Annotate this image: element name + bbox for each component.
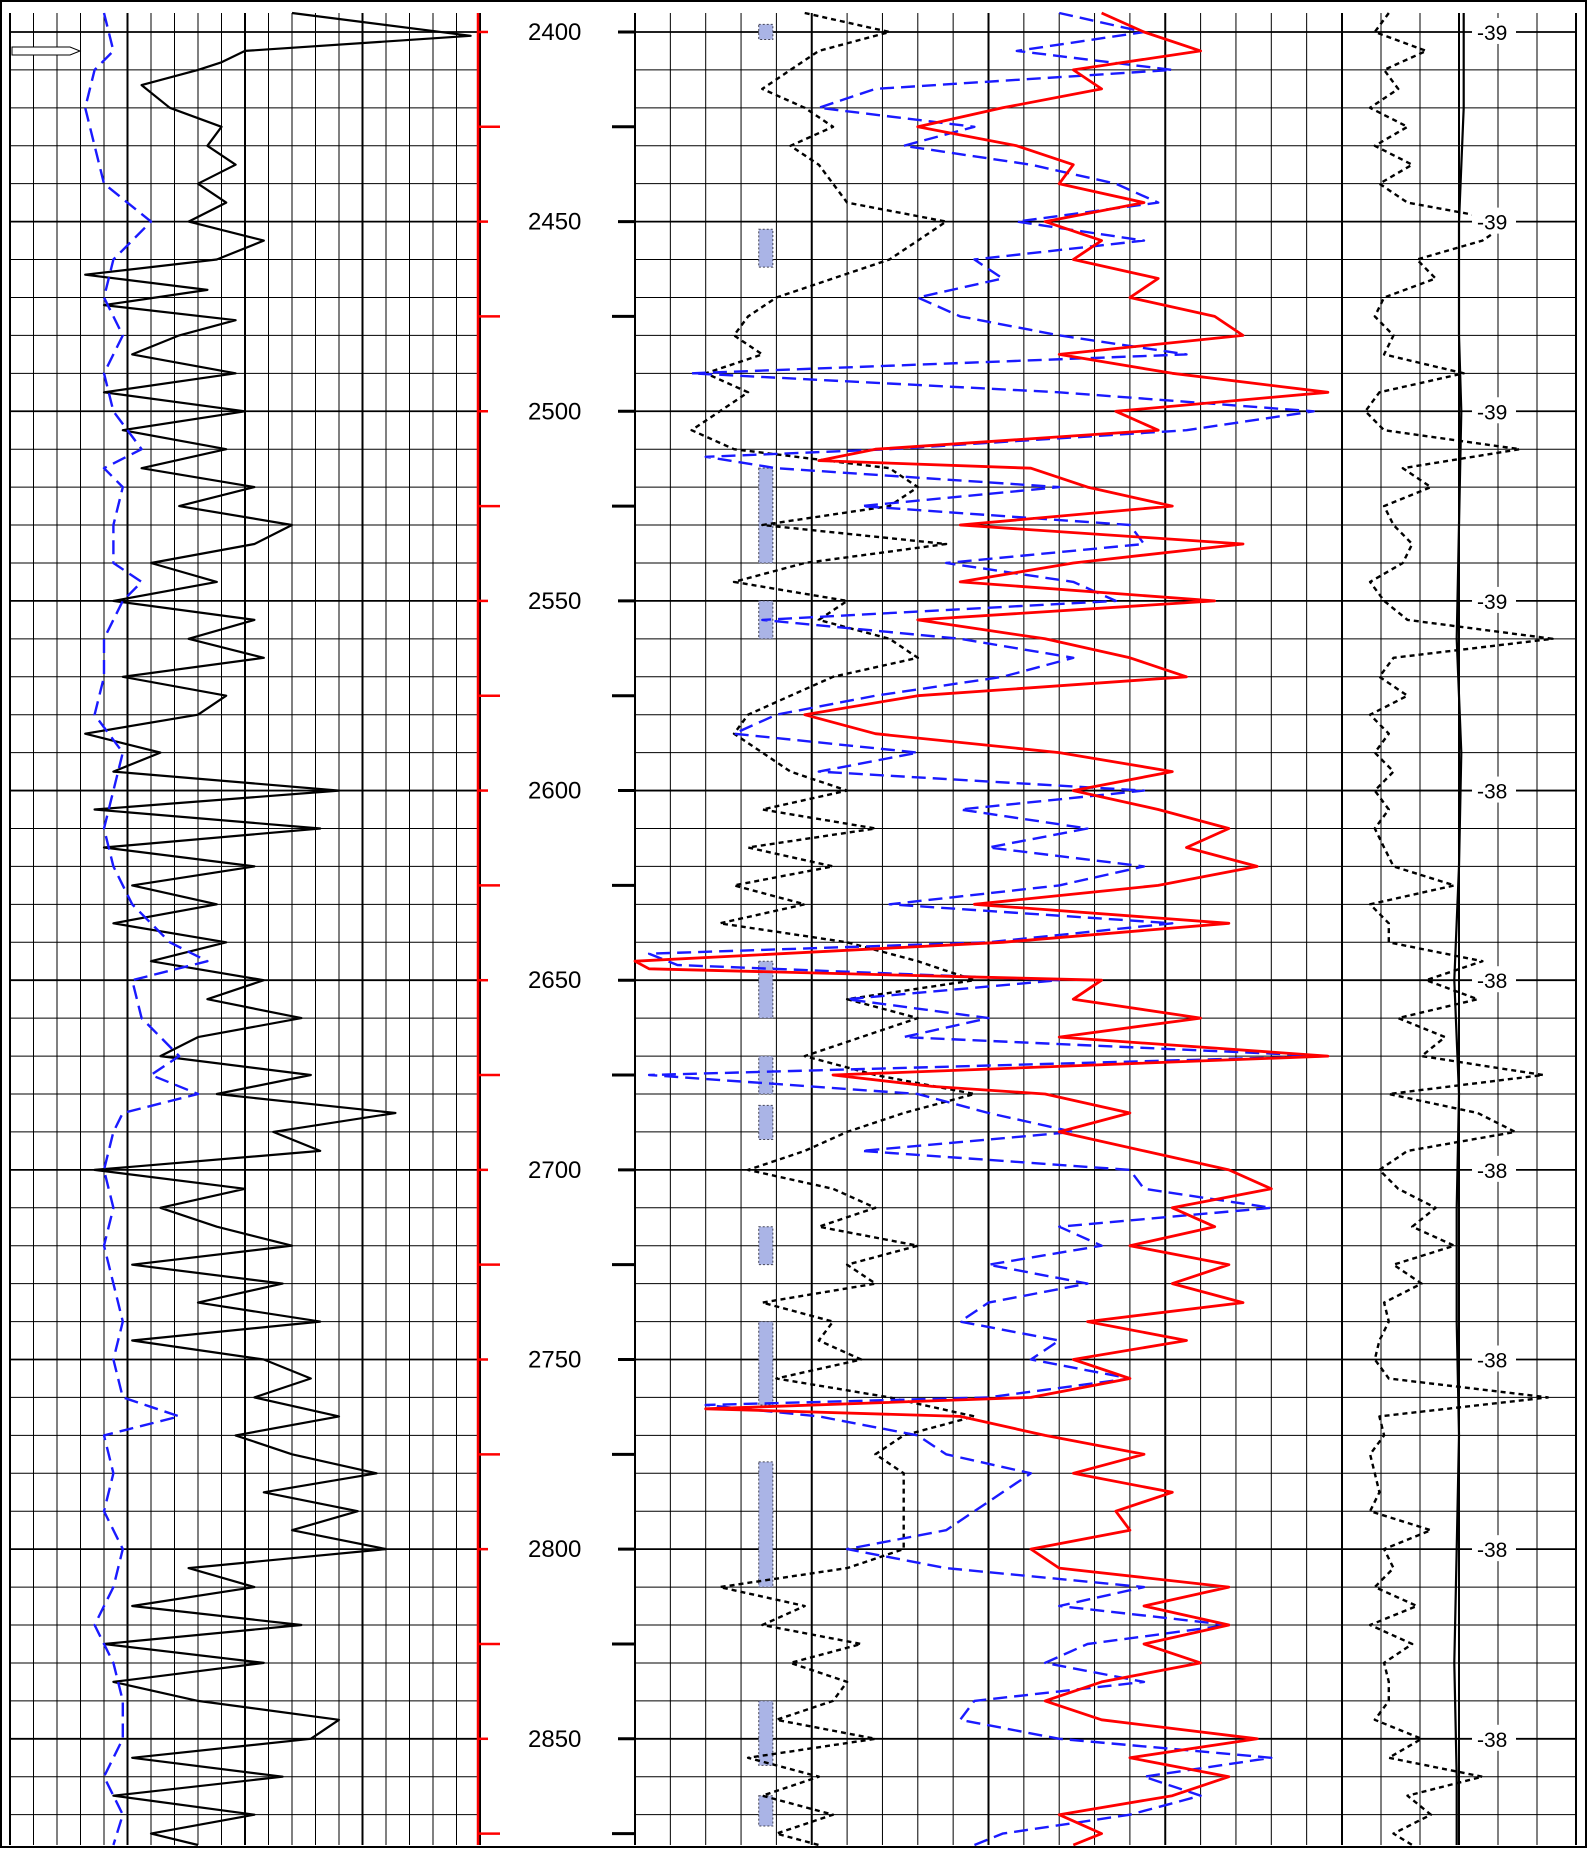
scale-label-bg [1472,207,1516,234]
sand-interval [758,1226,774,1266]
sand-interval [758,228,774,268]
depth-label: 2550 [528,588,581,615]
track2-curve-blue-dashed [647,11,1330,1847]
scale-label-bg [1472,1724,1516,1751]
track1-curve-black-solid [84,11,472,1847]
depth-label: 2850 [528,1726,581,1753]
sand-interval [758,1795,774,1827]
track3-curve-black-dashed [1364,12,1554,1847]
sand-interval [758,1461,774,1588]
sand-interval [758,1104,774,1141]
depth-label: 2500 [528,398,581,425]
sand-interval [758,960,774,1019]
header-marker-shape [11,46,82,56]
track3-scale-label: -38 [1477,1729,1507,1752]
scale-label-bg [1472,1155,1516,1182]
depth-label: 2600 [528,778,581,805]
scale-label-bg [1472,966,1516,993]
track3-curve-black-solid [1453,13,1465,1845]
track1-curve-blue-dashed [83,12,209,1846]
depth-label: 2400 [528,19,581,46]
track3-scale-label: -39 [1477,22,1507,45]
track1-grid [9,13,481,1845]
scale-label-bg [1472,776,1516,803]
scale-label-bg [1472,1535,1516,1562]
curves [83,11,1554,1847]
track3-scale-label: -38 [1477,1160,1507,1183]
sand-interval [758,1055,774,1095]
sand-interval [758,1321,774,1406]
depth-label: 2750 [528,1347,581,1374]
depth-label: 2700 [528,1157,581,1184]
sand-fill [758,23,774,1827]
scale-label-bg [1472,397,1516,424]
track2-curve-black-dashed [690,11,976,1847]
track3-scale-label: -38 [1477,970,1507,993]
scale-label-bg [1472,1345,1516,1372]
track3-scale-label: -38 [1477,1539,1507,1562]
track2-curve-red-solid [633,11,1330,1847]
scale-label-bg [1472,17,1516,44]
scale-label-bg [1472,586,1516,613]
track3-scale-label: -39 [1477,212,1507,235]
sand-interval [758,1700,774,1766]
track2-grid [634,13,1343,1845]
depth-label: 2450 [528,209,581,236]
track3-scale-label: -38 [1477,781,1507,804]
track3-grid [1341,13,1577,1845]
track3-scale-label: -38 [1477,1350,1507,1373]
labels: 2400 2450 2500 2550 2600 2650 2700 2750 2800 2850… [11,17,1516,1836]
track3-scale-label: -39 [1477,591,1507,614]
depth-label: 2800 [528,1536,581,1563]
depth-label: 2650 [528,967,581,994]
track3-scale-label: -39 [1477,401,1507,424]
sand-interval [758,23,774,41]
sand-interval [758,467,774,564]
